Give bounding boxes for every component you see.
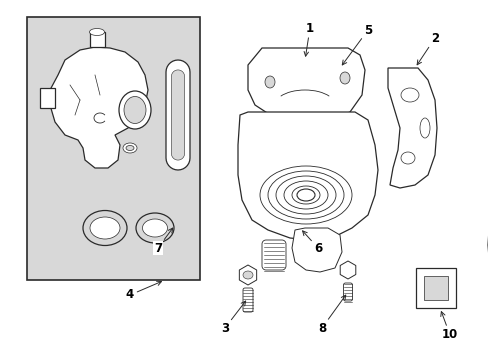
Ellipse shape <box>124 96 146 123</box>
Text: 7: 7 <box>154 228 172 255</box>
Polygon shape <box>423 276 447 300</box>
Polygon shape <box>238 112 377 240</box>
Ellipse shape <box>419 118 429 138</box>
Ellipse shape <box>119 91 151 129</box>
Text: 8: 8 <box>317 295 345 334</box>
Ellipse shape <box>284 181 327 209</box>
Polygon shape <box>247 48 364 120</box>
FancyBboxPatch shape <box>27 17 200 280</box>
Ellipse shape <box>89 28 104 36</box>
Polygon shape <box>415 268 455 308</box>
Ellipse shape <box>123 143 137 153</box>
Ellipse shape <box>90 217 120 239</box>
Text: 6: 6 <box>302 231 322 255</box>
Polygon shape <box>291 228 341 272</box>
Text: 2: 2 <box>416 31 438 65</box>
Ellipse shape <box>264 76 274 88</box>
Ellipse shape <box>296 189 314 201</box>
Ellipse shape <box>142 219 167 237</box>
Ellipse shape <box>400 88 418 102</box>
Text: 3: 3 <box>221 301 245 334</box>
Polygon shape <box>165 60 190 170</box>
Ellipse shape <box>83 211 127 246</box>
Text: 11: 11 <box>0 359 1 360</box>
Polygon shape <box>50 47 148 168</box>
Ellipse shape <box>126 145 134 150</box>
Text: 4: 4 <box>125 281 161 302</box>
Ellipse shape <box>291 186 319 204</box>
Text: 9: 9 <box>0 359 1 360</box>
Ellipse shape <box>298 190 312 199</box>
Text: 10: 10 <box>440 312 457 342</box>
Polygon shape <box>487 215 488 322</box>
Polygon shape <box>343 283 352 301</box>
Ellipse shape <box>339 72 349 84</box>
Ellipse shape <box>267 171 343 219</box>
Polygon shape <box>239 265 256 285</box>
Ellipse shape <box>275 176 335 214</box>
Text: 1: 1 <box>304 22 313 56</box>
Polygon shape <box>40 88 55 108</box>
Ellipse shape <box>136 213 174 243</box>
Ellipse shape <box>260 166 351 224</box>
Polygon shape <box>262 240 285 270</box>
Polygon shape <box>171 70 184 160</box>
Polygon shape <box>387 68 436 188</box>
Text: 5: 5 <box>342 23 371 65</box>
Ellipse shape <box>400 152 414 164</box>
Polygon shape <box>90 32 105 47</box>
Ellipse shape <box>243 271 252 279</box>
Polygon shape <box>340 261 355 279</box>
Polygon shape <box>243 288 252 312</box>
